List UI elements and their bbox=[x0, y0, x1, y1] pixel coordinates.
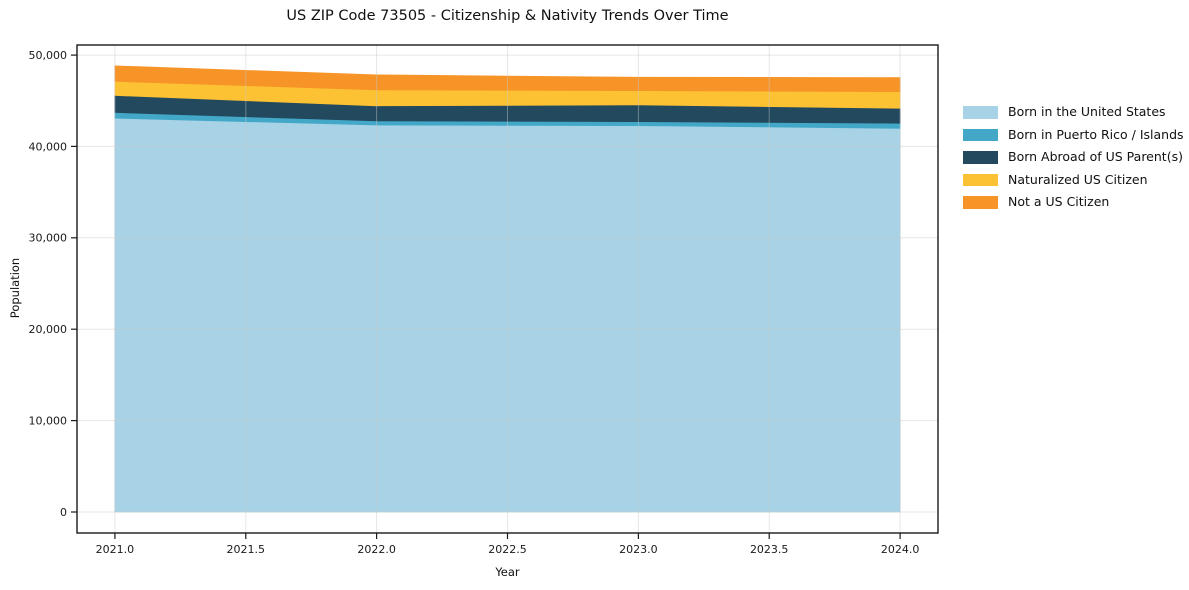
legend-item-3: Naturalized US Citizen bbox=[963, 171, 1184, 187]
y-tick-label: 0 bbox=[60, 506, 67, 519]
legend-item-1: Born in Puerto Rico / Islands bbox=[963, 126, 1184, 142]
legend-label: Naturalized US Citizen bbox=[1008, 171, 1148, 187]
x-tick-label: 2024.0 bbox=[881, 543, 920, 556]
x-tick-label: 2021.0 bbox=[96, 543, 135, 556]
legend: Born in the United States Born in Puerto … bbox=[963, 104, 1184, 209]
x-tick-label: 2023.5 bbox=[750, 543, 789, 556]
legend-item-4: Not a US Citizen bbox=[963, 194, 1184, 209]
legend-label: Born in Puerto Rico / Islands bbox=[1008, 126, 1184, 142]
legend-item-0: Born in the United States bbox=[963, 104, 1184, 119]
y-tick-label: 50,000 bbox=[29, 49, 68, 62]
legend-swatch-icon bbox=[963, 196, 998, 209]
x-tick-label: 2022.0 bbox=[357, 543, 396, 556]
legend-label: Not a US Citizen bbox=[1008, 194, 1110, 209]
legend-swatch-icon bbox=[963, 106, 998, 119]
legend-label: Born Abroad of US Parent(s) bbox=[1008, 149, 1183, 164]
legend-swatch-icon bbox=[963, 173, 998, 186]
x-tick-label: 2021.5 bbox=[227, 543, 266, 556]
y-tick-label: 30,000 bbox=[29, 232, 68, 245]
legend-swatch-icon bbox=[963, 151, 998, 164]
area-not-a-us-citizen bbox=[114, 65, 901, 93]
legend-item-2: Born Abroad of US Parent(s) bbox=[963, 149, 1184, 164]
legend-label: Born in the United States bbox=[1008, 104, 1166, 119]
y-tick-label: 40,000 bbox=[29, 140, 68, 153]
x-tick-label: 2023.0 bbox=[619, 543, 658, 556]
x-axis-title: Year bbox=[495, 565, 520, 579]
legend-swatch-icon bbox=[963, 128, 998, 141]
y-tick-label: 20,000 bbox=[29, 323, 68, 336]
x-tick-label: 2022.5 bbox=[488, 543, 527, 556]
y-tick-label: 10,000 bbox=[29, 414, 68, 427]
chart-title: US ZIP Code 73505 - Citizenship & Nativi… bbox=[286, 8, 729, 24]
